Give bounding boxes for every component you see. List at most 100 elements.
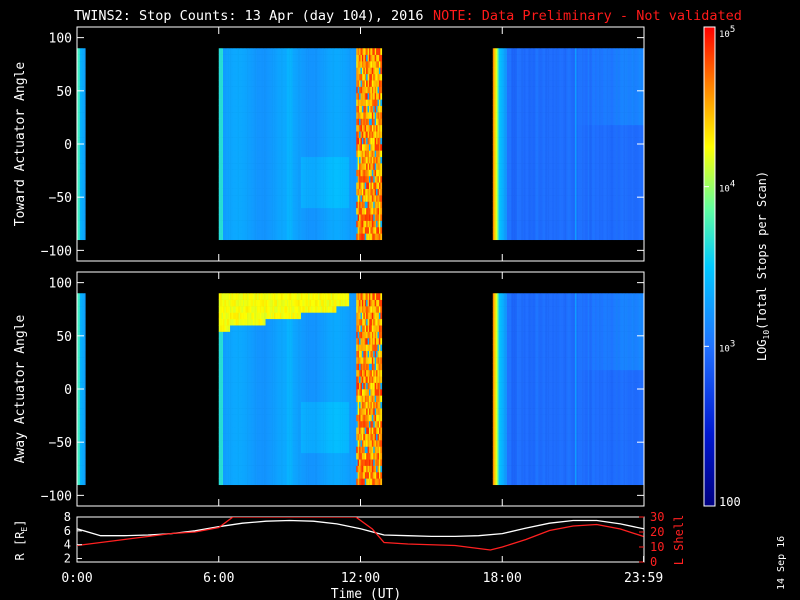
heatmap-cell	[296, 124, 299, 132]
heatmap-cell	[264, 214, 266, 221]
heatmap-cell	[528, 86, 530, 94]
heatmap-cell	[516, 48, 519, 55]
heatmap-cell	[317, 233, 320, 241]
heatmap-cell	[371, 80, 374, 87]
heatmap-cell	[377, 99, 380, 107]
heatmap-cell	[511, 201, 513, 209]
heatmap-cell	[323, 207, 326, 215]
heatmap-cell	[296, 112, 299, 119]
heatmap-cell	[515, 54, 518, 62]
heatmap-cell	[317, 73, 320, 81]
heatmap-cell	[78, 144, 81, 151]
heatmap-cell	[276, 118, 279, 126]
heatmap-cell	[533, 112, 536, 119]
heatmap-cell	[225, 99, 228, 107]
heatmap-cell	[282, 137, 285, 145]
heatmap-cell	[227, 156, 229, 164]
heatmap-cell	[522, 54, 525, 62]
heatmap-cell	[323, 169, 326, 177]
heatmap-cell	[334, 169, 337, 177]
heatmap-cell	[242, 169, 245, 177]
heatmap-cell	[356, 175, 358, 183]
heatmap-cell	[247, 144, 249, 151]
heatmap-cell	[361, 112, 364, 119]
heatmap-cell	[336, 220, 339, 228]
heatmap-cell	[262, 73, 265, 81]
heatmap-cell	[518, 86, 521, 94]
heatmap-cell	[340, 124, 343, 132]
heatmap-cell	[282, 105, 285, 113]
heatmap-cell	[533, 188, 536, 196]
heatmap-cell	[235, 137, 238, 145]
heatmap-cell	[319, 233, 322, 241]
heatmap-cell	[231, 163, 234, 170]
heatmap-cell	[539, 169, 542, 177]
heatmap-cell	[369, 131, 371, 138]
heatmap-cell	[352, 150, 354, 158]
heatmap-cell	[224, 214, 227, 221]
heatmap-cell	[492, 124, 495, 132]
heatmap-cell	[373, 67, 375, 75]
heatmap-cell	[529, 67, 532, 75]
heatmap-cell	[494, 73, 496, 81]
heatmap-cell	[279, 201, 282, 209]
heatmap-cell	[221, 137, 224, 145]
heatmap-cell	[367, 207, 370, 215]
heatmap-cell	[258, 163, 261, 170]
heatmap-cell	[509, 92, 512, 100]
heatmap-cell	[82, 214, 85, 221]
heatmap-cell	[254, 131, 256, 138]
heatmap-cell	[553, 48, 556, 55]
heatmap-cell	[371, 169, 374, 177]
heatmap-cell	[342, 201, 344, 209]
heatmap-cell	[323, 156, 326, 164]
heatmap-cell	[552, 156, 555, 164]
heatmap-cell	[224, 86, 227, 94]
heatmap-cell	[498, 156, 501, 164]
heatmap-cell	[252, 92, 255, 100]
heatmap-cell	[329, 73, 332, 81]
heatmap-cell	[227, 67, 229, 75]
heatmap-cell	[303, 80, 306, 87]
heatmap-cell	[373, 131, 375, 138]
heatmap-cell	[363, 207, 366, 215]
heatmap-cell	[329, 80, 332, 87]
heatmap-cell	[508, 169, 511, 177]
heatmap-cell	[281, 99, 283, 107]
heatmap-cell	[295, 92, 298, 100]
heatmap-cell	[366, 48, 368, 55]
heatmap-cell	[555, 112, 557, 119]
heatmap-cell	[539, 118, 542, 126]
heatmap-cell	[309, 195, 312, 202]
heatmap-cell	[278, 48, 280, 55]
heatmap-cell	[245, 220, 248, 228]
heatmap-cell	[370, 169, 373, 177]
heatmap-cell	[512, 67, 515, 75]
heatmap-cell	[344, 80, 347, 87]
heatmap-cell	[271, 131, 273, 138]
heatmap-cell	[518, 80, 521, 87]
heatmap-cell	[529, 131, 532, 138]
heatmap-cell	[286, 182, 289, 189]
heatmap-cell	[538, 124, 540, 132]
heatmap-cell	[529, 144, 532, 151]
heatmap-cell	[497, 137, 499, 145]
heatmap-cell	[323, 105, 326, 113]
heatmap-cell	[556, 233, 559, 241]
heatmap-cell	[319, 214, 322, 221]
heatmap-cell	[545, 67, 547, 75]
heatmap-cell	[495, 137, 498, 145]
heatmap-cell	[332, 169, 334, 177]
heatmap-cell	[265, 156, 268, 164]
heatmap-cell	[539, 73, 542, 81]
heatmap-cell	[265, 131, 268, 138]
heatmap-cell	[521, 67, 523, 75]
heatmap-cell	[303, 131, 306, 138]
heatmap-cell	[357, 112, 360, 119]
heatmap-cell	[275, 48, 278, 55]
heatmap-cell	[556, 220, 559, 228]
heatmap-cell	[371, 73, 374, 81]
heatmap-cell	[268, 86, 271, 94]
heatmap-cell	[373, 214, 375, 221]
heatmap-cell	[244, 124, 246, 132]
